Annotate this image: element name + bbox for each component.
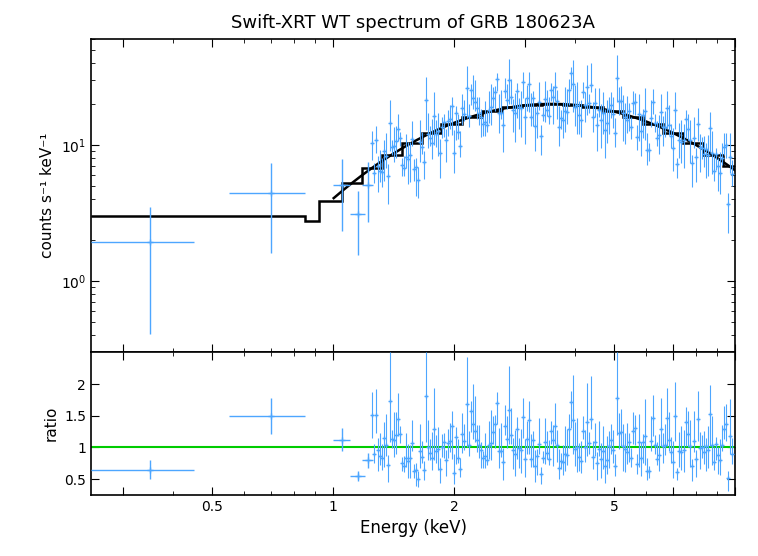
Y-axis label: counts s⁻¹ keV⁻¹: counts s⁻¹ keV⁻¹	[40, 133, 55, 259]
Y-axis label: ratio: ratio	[43, 406, 58, 441]
X-axis label: Energy (keV): Energy (keV)	[359, 519, 467, 537]
Title: Swift-XRT WT spectrum of GRB 180623A: Swift-XRT WT spectrum of GRB 180623A	[231, 14, 595, 32]
